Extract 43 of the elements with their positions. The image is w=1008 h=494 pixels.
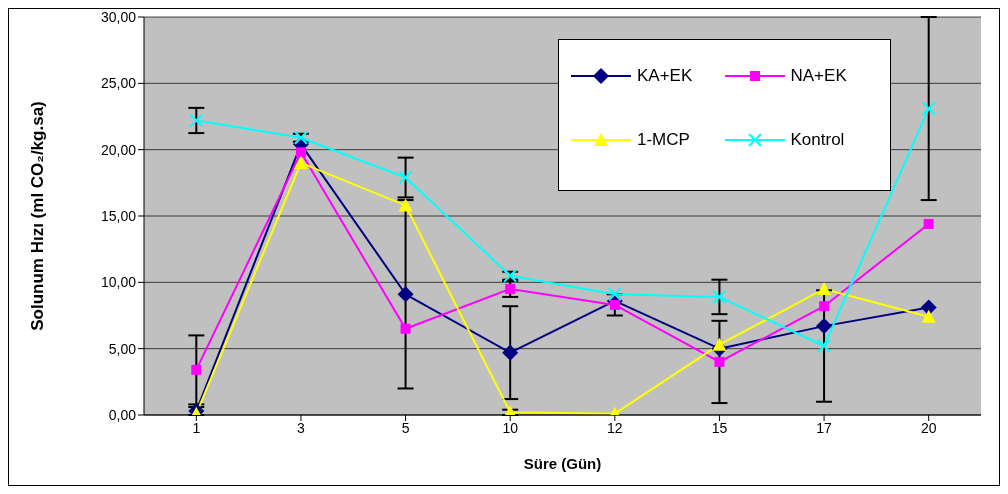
x-tick-label: 3 xyxy=(297,419,306,436)
point xyxy=(817,281,832,295)
point xyxy=(817,339,832,354)
point xyxy=(607,287,622,302)
y-tick-label: 15,00 xyxy=(100,207,137,224)
x-tick-label: 10 xyxy=(502,419,519,436)
point xyxy=(398,170,413,185)
point xyxy=(923,218,934,229)
point xyxy=(816,318,833,335)
y-axis-title: Solunum Hızı (ml CO₂/kg.sa) xyxy=(28,101,48,331)
y-tick-label: 25,00 xyxy=(100,75,137,92)
x-tick-label: 15 xyxy=(711,419,728,436)
legend-label: 1-MCP xyxy=(637,130,690,150)
point xyxy=(609,299,620,310)
x-tick-label: 1 xyxy=(192,419,201,436)
point xyxy=(191,364,202,375)
legend-label: KA+EK xyxy=(637,66,693,86)
x-tick-label: 5 xyxy=(401,419,410,436)
x-tick-label: 20 xyxy=(920,419,937,436)
point xyxy=(397,286,414,303)
point xyxy=(819,301,830,312)
legend-label: NA+EK xyxy=(790,66,847,86)
x-tick-label: 12 xyxy=(607,419,623,436)
y-tick-label: 5,00 xyxy=(108,340,137,357)
point xyxy=(712,337,727,351)
legend-label: Kontrol xyxy=(790,130,845,150)
point xyxy=(505,283,516,294)
y-tick-label: 20,00 xyxy=(100,141,137,158)
y-tick-label: 0,00 xyxy=(108,406,137,423)
point xyxy=(921,309,936,323)
point xyxy=(712,289,727,304)
x-tick-label: 17 xyxy=(816,419,833,436)
point xyxy=(189,113,204,128)
point xyxy=(398,198,413,212)
point xyxy=(502,344,519,361)
point xyxy=(293,155,308,169)
point xyxy=(714,356,725,367)
y-tick-label: 30,00 xyxy=(100,8,137,25)
x-axis-title: Süre (Gün) xyxy=(523,455,602,472)
point xyxy=(295,147,306,158)
y-tick-label: 10,00 xyxy=(100,274,137,291)
point xyxy=(921,101,936,116)
point xyxy=(400,323,411,334)
